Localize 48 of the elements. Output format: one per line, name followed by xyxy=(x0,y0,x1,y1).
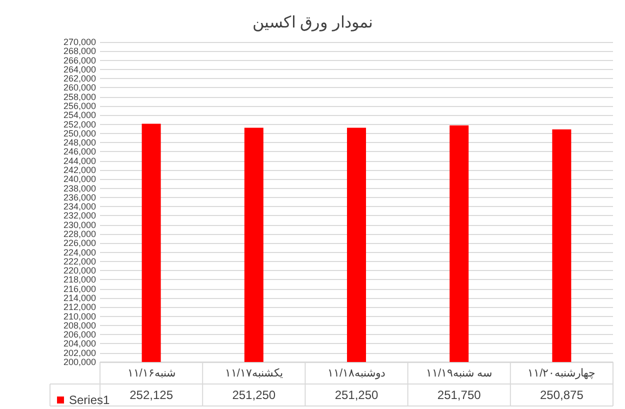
y-tick-label: 238,000 xyxy=(63,183,96,194)
y-tick-label: 242,000 xyxy=(63,165,96,175)
y-tick-label: 254,000 xyxy=(63,110,96,120)
x-tick-label: یکشنبه۱۱/۱۷ xyxy=(224,368,283,380)
y-tick-label: 232,000 xyxy=(63,210,96,221)
y-tick-label: 228,000 xyxy=(63,229,96,239)
y-tick-label: 226,000 xyxy=(63,238,96,248)
x-tick-label: دوشنبه۱۱/۱۸ xyxy=(327,368,386,380)
y-tick-label: 262,000 xyxy=(63,74,96,84)
data-label: 251,750 xyxy=(437,388,482,402)
y-tick-label: 258,000 xyxy=(63,92,96,102)
y-tick-label: 260,000 xyxy=(63,82,96,93)
y-tick-label: 200,000 xyxy=(63,357,96,367)
legend-label: Series1 xyxy=(69,393,110,407)
x-tick-label: سه شنبه۱۱/۱۹ xyxy=(426,368,492,380)
y-tick-label: 250,000 xyxy=(63,128,96,138)
y-tick-label: 264,000 xyxy=(63,64,96,74)
y-tick-label: 212,000 xyxy=(63,302,96,312)
x-tick-label: چهارشنبه۱۱/۲۰ xyxy=(528,368,596,380)
y-tick-label: 256,000 xyxy=(63,101,96,111)
y-tick-label: 224,000 xyxy=(63,247,96,258)
y-tick-label: 222,000 xyxy=(63,256,96,266)
y-tick-label: 236,000 xyxy=(63,192,96,202)
y-tick-label: 210,000 xyxy=(63,311,96,322)
y-tick-label: 220,000 xyxy=(63,266,96,276)
data-label: 250,875 xyxy=(540,388,584,402)
y-tick-label: 244,000 xyxy=(63,156,96,166)
y-tick-label: 230,000 xyxy=(63,220,96,230)
y-tick-label: 240,000 xyxy=(63,174,96,184)
data-label: 251,250 xyxy=(232,388,276,402)
y-tick-label: 252,000 xyxy=(63,119,96,130)
y-tick-label: 204,000 xyxy=(63,338,96,349)
data-label: 251,250 xyxy=(334,388,379,402)
y-tick-label: 268,000 xyxy=(63,46,96,56)
y-tick-label: 218,000 xyxy=(63,274,96,285)
y-tick-label: 208,000 xyxy=(63,320,96,330)
y-tick-label: 248,000 xyxy=(63,138,96,148)
y-tick-label: 234,000 xyxy=(63,202,96,212)
y-tick-label: 216,000 xyxy=(63,284,96,294)
x-tick-label: شنبه۱۱/۱۶ xyxy=(127,368,176,380)
y-tick-label: 270,000 xyxy=(63,37,96,47)
data-label: 252,125 xyxy=(130,388,174,402)
y-tick-label: 206,000 xyxy=(63,330,96,340)
y-tick-label: 246,000 xyxy=(63,146,96,157)
y-tick-label: 266,000 xyxy=(63,55,96,66)
y-tick-label: 214,000 xyxy=(63,293,96,303)
chart-title: نمودار ورق اکسین xyxy=(252,14,372,32)
y-tick-label: 202,000 xyxy=(63,348,96,358)
